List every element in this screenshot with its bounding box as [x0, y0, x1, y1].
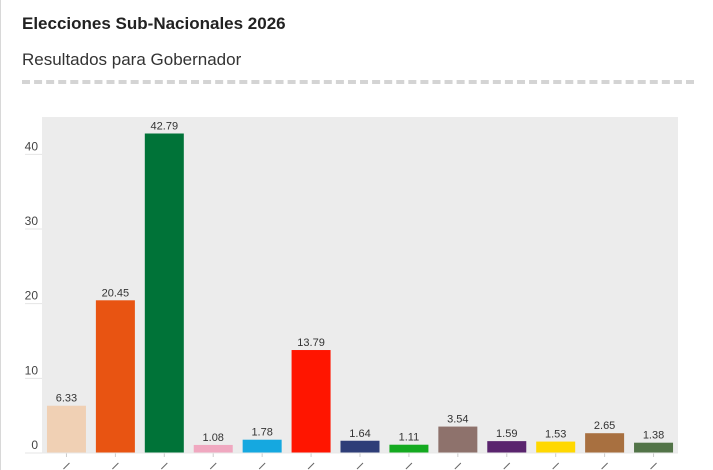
bar — [242, 439, 282, 453]
x-label-fragment — [112, 462, 119, 470]
bar — [46, 405, 86, 453]
x-label-fragment — [405, 462, 413, 470]
bar — [95, 300, 135, 453]
bar — [193, 444, 233, 453]
data-label: 20.45 — [102, 287, 130, 299]
x-label-fragment — [552, 462, 560, 470]
data-label: 1.78 — [251, 427, 272, 439]
data-label: 1.38 — [643, 430, 664, 442]
plot-background — [42, 117, 678, 453]
chart-subtitle: Resultados para Gobernador — [22, 50, 242, 69]
y-tick-label: 20 — [25, 289, 39, 303]
data-label: 3.54 — [447, 414, 468, 426]
x-label-fragment — [503, 462, 511, 470]
data-label: 1.59 — [496, 428, 517, 440]
y-tick-label: 30 — [25, 214, 39, 228]
x-label-fragment — [258, 462, 266, 470]
chart-title: Elecciones Sub-Nacionales 2026 — [22, 14, 286, 33]
y-tick-label: 40 — [25, 139, 39, 153]
x-label-fragment — [209, 462, 217, 470]
bar — [144, 133, 184, 453]
divider — [22, 80, 694, 84]
bar — [634, 442, 674, 453]
bar — [487, 441, 527, 453]
frame-border — [0, 0, 1, 470]
x-label-fragment — [307, 462, 315, 470]
x-label-fragment — [650, 462, 657, 470]
data-label: 6.33 — [56, 393, 77, 405]
data-label: 42.79 — [151, 121, 179, 133]
data-label: 1.64 — [349, 428, 370, 440]
data-label: 1.11 — [399, 432, 420, 444]
x-label-fragment — [601, 462, 608, 470]
data-label: 13.79 — [297, 337, 325, 349]
data-label: 1.53 — [545, 429, 566, 441]
x-label-fragment — [454, 462, 462, 470]
x-label-fragment — [63, 462, 70, 470]
x-label-fragment — [160, 462, 168, 470]
y-tick-label: 10 — [25, 363, 39, 377]
bar — [585, 433, 625, 453]
x-label-fragment — [356, 462, 364, 470]
data-label: 1.08 — [203, 432, 224, 444]
data-label: 2.65 — [594, 420, 615, 432]
bar — [340, 440, 380, 453]
y-tick-label: 0 — [31, 438, 38, 452]
bar — [291, 350, 331, 453]
bar — [438, 426, 478, 453]
bar — [536, 441, 576, 453]
bar — [389, 444, 429, 453]
